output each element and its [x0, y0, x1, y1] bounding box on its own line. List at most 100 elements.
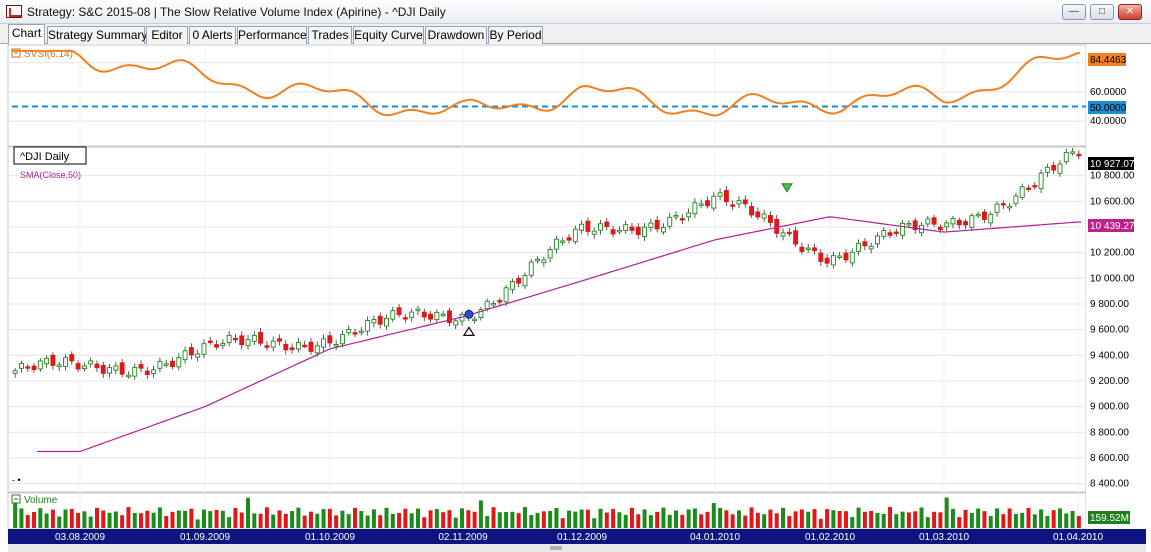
- candle-body: [251, 335, 257, 342]
- candle-body: [415, 308, 421, 312]
- candle-body: [925, 218, 931, 225]
- price-pane: [7, 146, 1087, 493]
- candle-body: [673, 215, 679, 218]
- volume-bar: [535, 512, 540, 528]
- candle-body: [1038, 172, 1044, 190]
- candle-body: [937, 226, 943, 231]
- buy-entry-marker[interactable]: [464, 309, 474, 319]
- candle-body: [327, 335, 333, 344]
- close-icon[interactable]: ✕: [1118, 4, 1142, 20]
- volume-bar: [422, 517, 427, 528]
- maximize-icon[interactable]: □: [1090, 4, 1114, 20]
- volume-bar: [353, 507, 358, 528]
- volume-bar: [1064, 513, 1069, 528]
- candle-body: [963, 221, 969, 226]
- last-price-badge: 10 927.07: [1090, 159, 1135, 170]
- candle-body: [402, 317, 408, 320]
- volume-bar: [371, 509, 376, 528]
- chart-app-icon: [6, 5, 22, 18]
- tab-drawdown[interactable]: Drawdown: [425, 26, 487, 44]
- volume-bar: [755, 512, 760, 528]
- candle-body: [553, 238, 559, 250]
- tab-by-period[interactable]: By Period: [488, 26, 543, 44]
- candle-body: [541, 259, 547, 264]
- volume-bar: [227, 517, 232, 528]
- candle-body: [270, 340, 276, 348]
- candle-body: [226, 334, 232, 343]
- x-axis-band: [8, 529, 1146, 544]
- volume-bar: [667, 514, 672, 528]
- volume-bar: [1032, 514, 1037, 528]
- candle-body: [799, 246, 805, 252]
- candle-body: [849, 251, 855, 264]
- candle-body: [906, 222, 912, 226]
- volume-bar: [1013, 514, 1018, 528]
- volume-bar: [246, 497, 251, 528]
- tab-editor[interactable]: Editor: [146, 26, 188, 44]
- candle-body: [69, 354, 75, 362]
- volume-bar: [170, 511, 175, 528]
- volume-bar: [579, 509, 584, 528]
- candle-body: [302, 344, 308, 348]
- volume-bar: [781, 507, 786, 528]
- volume-bar: [120, 515, 125, 528]
- volume-bar: [189, 508, 194, 528]
- price-tick-label: 10 200.00: [1090, 248, 1135, 259]
- volume-bar: [101, 510, 106, 528]
- candle-body: [207, 340, 213, 344]
- candle-body: [339, 334, 345, 345]
- volume-bar: [327, 508, 332, 528]
- tab-trades[interactable]: Trades: [308, 26, 352, 44]
- volume-bar: [176, 510, 181, 528]
- candle-body: [201, 343, 207, 355]
- tab-alerts[interactable]: 0 Alerts: [189, 26, 236, 44]
- candle-body: [346, 329, 352, 334]
- candle-body: [874, 235, 880, 245]
- sell-arrow-icon[interactable]: [781, 183, 793, 193]
- candle-body: [755, 211, 761, 218]
- candle-body: [893, 231, 899, 235]
- volume-bar: [1001, 514, 1006, 528]
- minimize-icon[interactable]: —: [1062, 4, 1086, 20]
- volume-bar: [63, 509, 68, 528]
- volume-bar: [132, 512, 137, 528]
- candle-body: [1032, 185, 1038, 188]
- candle-body: [742, 199, 748, 205]
- candle-body: [245, 339, 251, 347]
- candle-body: [88, 360, 94, 365]
- x-axis-label: 01.12.2009: [557, 532, 607, 543]
- candle-body: [264, 345, 270, 348]
- tab-performance[interactable]: Performance: [237, 26, 307, 44]
- volume-bar: [573, 511, 578, 528]
- svsi-line: [12, 49, 1081, 117]
- candle-body: [409, 311, 415, 319]
- volume-bar: [831, 510, 836, 528]
- candle-body: [547, 249, 553, 259]
- candle-body: [522, 275, 528, 287]
- tab-strategy-summary[interactable]: Strategy Summary: [47, 26, 148, 44]
- buy-arrow-icon[interactable]: [462, 326, 476, 336]
- tab-chart[interactable]: Chart: [8, 24, 45, 45]
- horizontal-scrollbar[interactable]: [8, 544, 1146, 552]
- volume-bar: [378, 515, 383, 528]
- volume-bar: [963, 509, 968, 528]
- x-axis-label: 01.10.2009: [305, 532, 355, 543]
- scrollbar-thumb[interactable]: [550, 546, 562, 550]
- volume-bar: [894, 514, 899, 528]
- candle-body: [975, 213, 981, 217]
- candle-body: [384, 317, 389, 327]
- candle-body: [635, 226, 641, 236]
- candle-body: [484, 300, 490, 310]
- x-axis-label: 04.01.2010: [690, 532, 740, 543]
- crosshair-icon[interactable]: - •: [12, 475, 21, 485]
- volume-bar: [730, 514, 735, 528]
- x-axis-label: 02.11.2009: [438, 532, 488, 543]
- candle-body: [516, 277, 522, 284]
- volume-bar: [157, 507, 162, 528]
- volume-bar: [724, 510, 729, 528]
- price-tick-label: 10 800.00: [1090, 171, 1135, 182]
- tab-equity-curve[interactable]: Equity Curve: [353, 26, 424, 44]
- volume-bar: [1076, 515, 1081, 528]
